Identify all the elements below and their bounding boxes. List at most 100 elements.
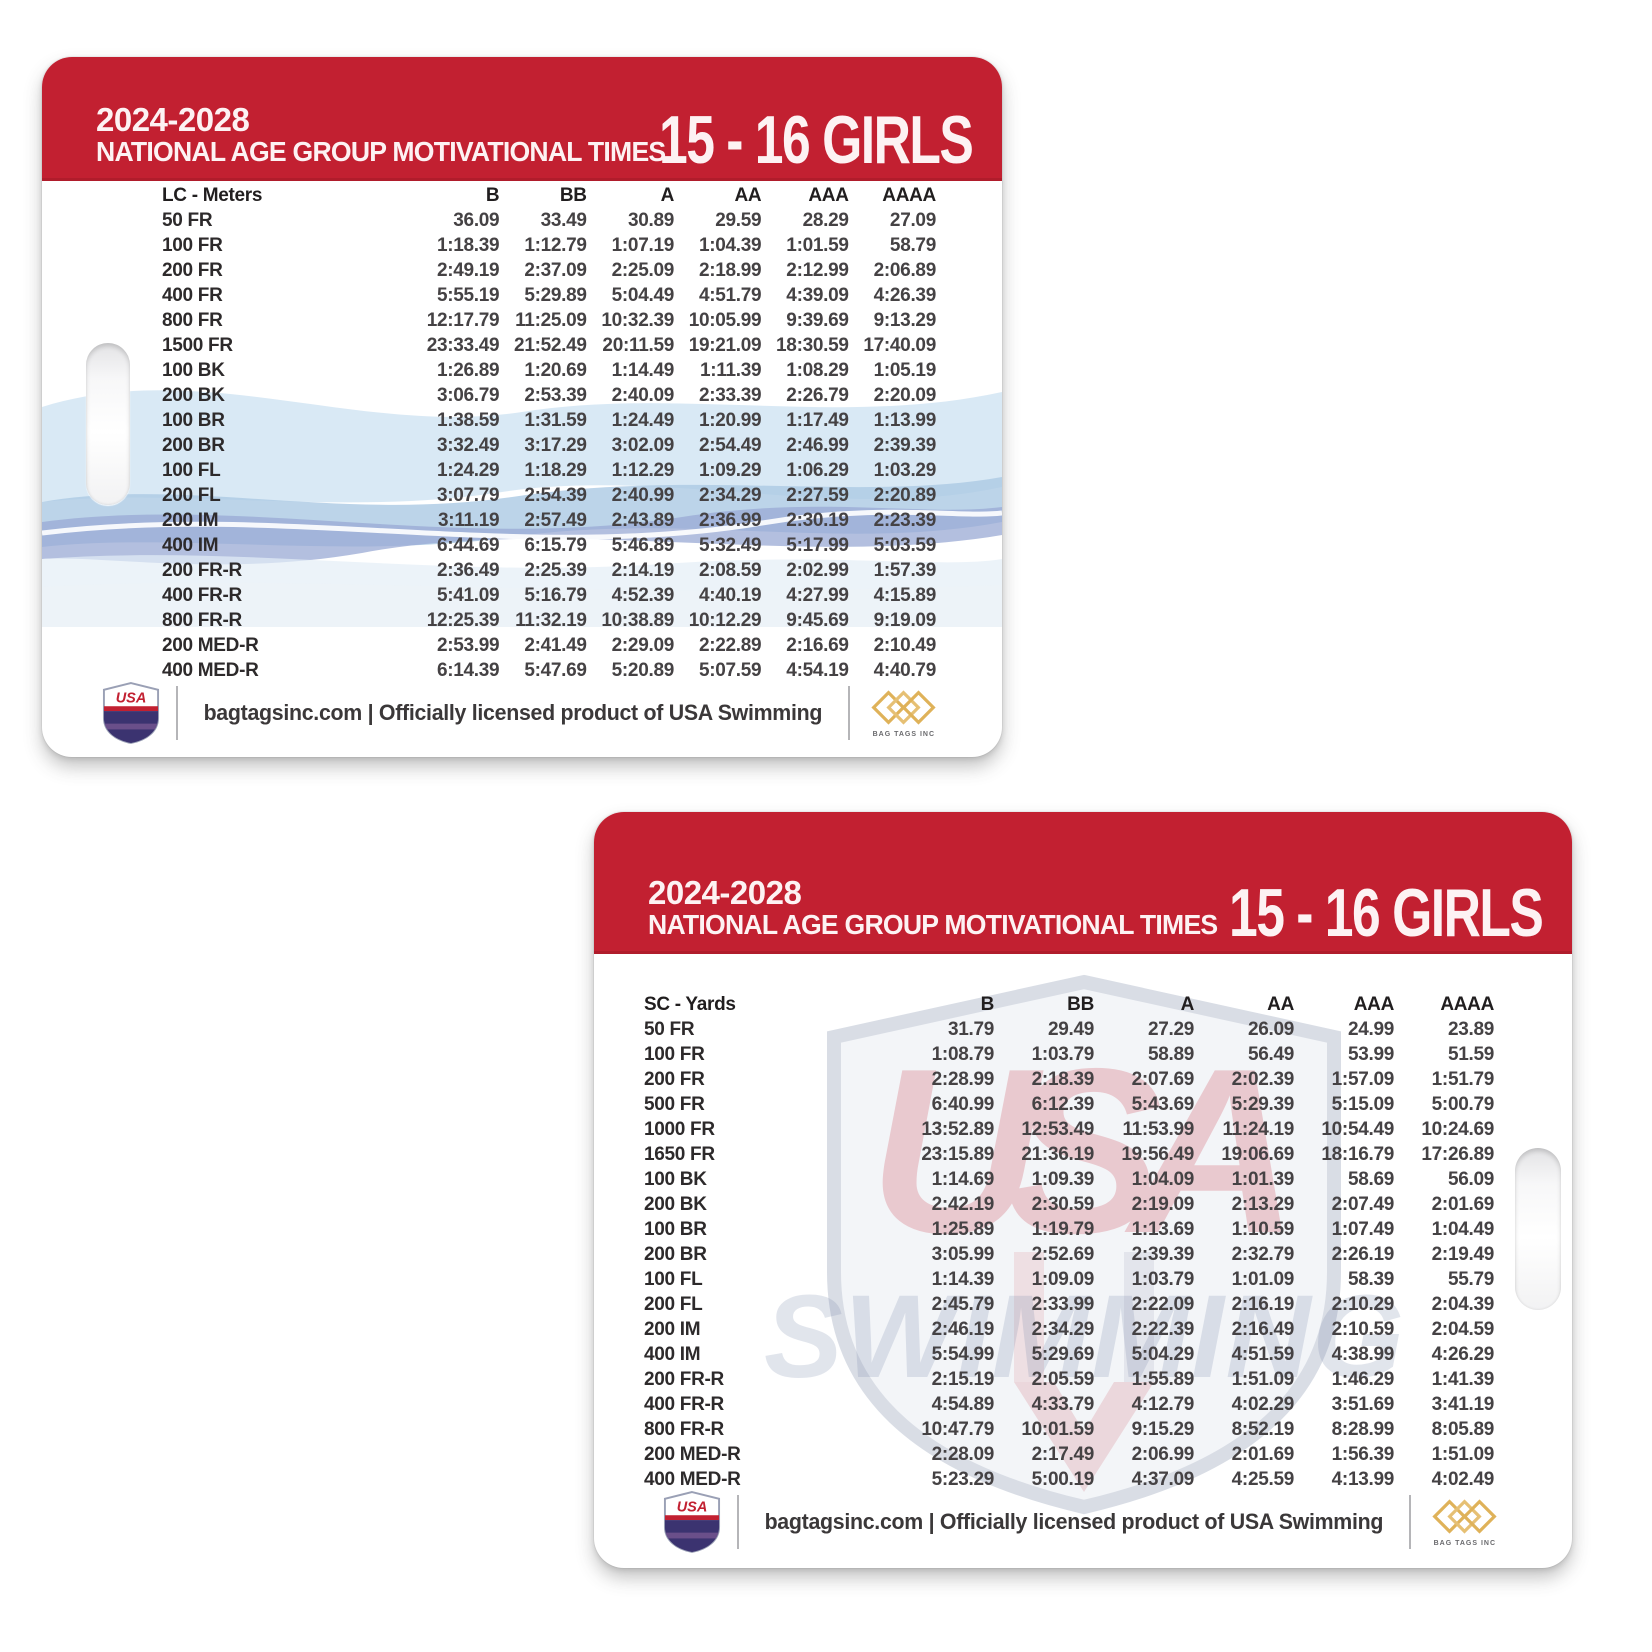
table-row: 800 FR-R 10:47.79 10:01.59 9:15.29 8:52.19 8:… (644, 1417, 1494, 1442)
footer-divider (847, 686, 850, 740)
table-row: 400 FR-R 4:54.89 4:33.79 4:12.79 4:02.29 3:51… (644, 1392, 1494, 1417)
table-row: 100 FR 1:18.39 1:12.79 1:07.19 1:04.39 1:01.5… (162, 233, 936, 258)
time-value: 1:03.79 (1031, 1044, 1095, 1065)
time-value: 19:21.09 (688, 335, 762, 356)
svg-text:USA: USA (116, 690, 147, 706)
table-row: 800 FR 12:17.79 11:25.09 10:32.39 10:05.99 9:… (162, 308, 936, 333)
time-value: 2:22.89 (698, 635, 762, 656)
time-value: 2:29.09 (611, 635, 675, 656)
time-value: 8:28.99 (1331, 1419, 1395, 1440)
event-label: 200 FR (162, 260, 223, 281)
time-value: 10:54.49 (1321, 1119, 1394, 1140)
event-label: 200 BK (162, 385, 225, 406)
time-value: 2:22.09 (1131, 1294, 1195, 1315)
time-value: 2:54.39 (524, 485, 587, 506)
time-value: 23:33.49 (426, 335, 500, 356)
time-value: 2:53.39 (524, 385, 587, 406)
time-value: 5:29.89 (524, 285, 587, 306)
time-value: 10:32.39 (601, 310, 674, 331)
event-label: 500 FR (644, 1094, 705, 1115)
strap-slot-cutout (1515, 1148, 1561, 1310)
time-value: 3:02.09 (611, 435, 675, 456)
time-value: 1:10.59 (1231, 1219, 1295, 1240)
event-label: 400 IM (644, 1344, 701, 1365)
time-value: 28.29 (802, 210, 849, 231)
event-label: 100 BK (644, 1169, 707, 1190)
time-value: 2:28.99 (931, 1069, 995, 1090)
event-label: 800 FR (162, 310, 223, 331)
time-value: 2:06.99 (1131, 1444, 1195, 1465)
card-title: NATIONAL AGE GROUP MOTIVATIONAL TIMES (96, 136, 666, 168)
time-value: 2:01.69 (1431, 1194, 1495, 1215)
time-value: 2:25.09 (611, 260, 675, 281)
time-value: 3:05.99 (931, 1244, 995, 1265)
time-value: 5:20.89 (611, 660, 675, 681)
time-value: 2:19.09 (1131, 1194, 1195, 1215)
time-value: 5:29.39 (1231, 1094, 1295, 1115)
time-value: 1:09.09 (1031, 1269, 1095, 1290)
time-value: 12:17.79 (426, 310, 500, 331)
time-value: 5:00.79 (1431, 1094, 1495, 1115)
time-value: 12:25.39 (426, 610, 500, 631)
time-value: 1:03.29 (873, 460, 937, 481)
table-row: 800 FR-R 12:25.39 11:32.19 10:38.89 10:12.29… (162, 608, 936, 633)
time-value: 1:18.29 (524, 460, 587, 481)
time-value: 27.29 (1147, 1019, 1194, 1040)
time-value: 2:10.59 (1331, 1319, 1395, 1340)
time-value: 56.09 (1447, 1169, 1494, 1190)
time-value: 6:15.79 (524, 535, 587, 556)
time-value: 2:28.09 (931, 1444, 995, 1465)
time-value: 13:52.89 (921, 1119, 994, 1140)
gold-diamonds-icon (1432, 1499, 1497, 1534)
time-value: 2:42.19 (931, 1194, 995, 1215)
time-value: 17:26.89 (1421, 1144, 1494, 1165)
event-label: 400 FR-R (644, 1394, 724, 1415)
time-value: 1:24.49 (611, 410, 675, 431)
time-value: 5:47.69 (524, 660, 587, 681)
column-header: A (660, 185, 675, 206)
time-value: 3:11.19 (438, 510, 500, 531)
time-value: 1:20.69 (524, 360, 587, 381)
table-row: 100 FL 1:24.29 1:18.29 1:12.29 1:09.29 1:06.2… (162, 458, 936, 483)
time-value: 1:19.79 (1031, 1219, 1095, 1240)
time-value: 2:12.99 (786, 260, 849, 281)
time-value: 2:26.79 (786, 385, 849, 406)
time-value: 3:17.29 (524, 435, 587, 456)
time-value: 29.49 (1047, 1019, 1094, 1040)
time-value: 2:49.19 (436, 260, 500, 281)
footer-divider (176, 686, 179, 740)
time-value: 5:29.69 (1031, 1344, 1095, 1365)
card-footer: USA bagtagsinc.com | Officially licensed… (594, 1490, 1572, 1554)
time-value: 2:07.69 (1131, 1069, 1195, 1090)
time-value: 1:01.09 (1231, 1269, 1295, 1290)
time-value: 2:34.29 (698, 485, 762, 506)
time-value: 1:46.29 (1331, 1369, 1395, 1390)
time-value: 5:00.19 (1031, 1469, 1095, 1490)
time-value: 2:22.39 (1131, 1319, 1195, 1340)
time-value: 4:02.29 (1231, 1394, 1295, 1415)
table-row: 200 FR 2:28.99 2:18.39 2:07.69 2:02.39 1:57.0… (644, 1067, 1494, 1092)
time-value: 4:26.29 (1431, 1344, 1495, 1365)
time-value: 6:40.99 (931, 1094, 995, 1115)
time-value: 5:43.69 (1131, 1094, 1195, 1115)
column-header: AAA (1353, 994, 1395, 1015)
time-value: 21:36.19 (1021, 1144, 1094, 1165)
time-value: 2:10.29 (1331, 1294, 1395, 1315)
table-row: 100 FL 1:14.39 1:09.09 1:03.79 1:01.09 58.39 5… (644, 1267, 1494, 1292)
table-row: 400 FR-R 5:41.09 5:16.79 4:52.39 4:40.19 4:27… (162, 583, 936, 608)
table-row: 200 FR 2:49.19 2:37.09 2:25.09 2:18.99 2:12.9… (162, 258, 936, 283)
time-value: 2:52.69 (1031, 1244, 1095, 1265)
time-value: 26.09 (1247, 1019, 1294, 1040)
time-value: 1:01.59 (786, 235, 849, 256)
time-value: 2:25.39 (524, 560, 587, 581)
event-label: 400 FR-R (162, 585, 242, 606)
time-value: 58.79 (889, 235, 936, 256)
usa-swimming-logo: USA (102, 681, 160, 745)
event-label: 200 IM (162, 510, 219, 531)
time-value: 2:02.99 (786, 560, 849, 581)
time-value: 19:56.49 (1121, 1144, 1194, 1165)
time-value: 2:10.49 (873, 635, 937, 656)
event-label: 800 FR-R (644, 1419, 724, 1440)
time-value: 5:46.89 (611, 535, 675, 556)
time-value: 2:41.49 (524, 635, 587, 656)
